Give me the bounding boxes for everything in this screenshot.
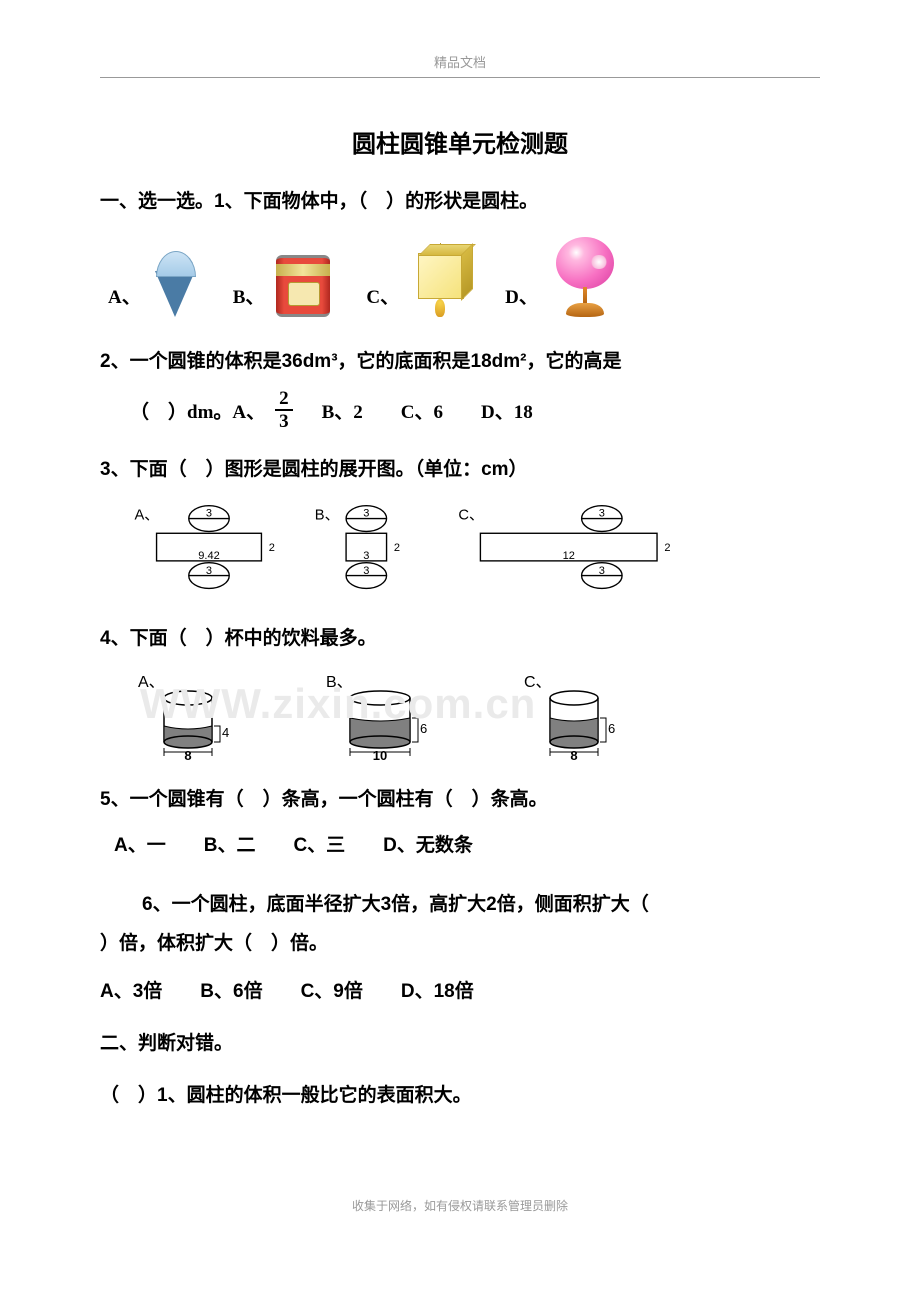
net-a: A、 3 9.42 2 3 [140,502,278,603]
page-header: 精品文档 [100,52,820,78]
q6-options: A、3倍 B、6倍 C、9倍 D、18倍 [100,975,820,1009]
net-b-height: 2 [394,541,400,553]
section2-heading: 二、判断对错。 [100,1027,820,1061]
section1-heading: 一、选一选。 [100,191,214,212]
watermark: WWW.zixin.com.cn [140,680,536,728]
net-a-label: A、 [134,502,159,524]
cup-c-diameter: 8 [570,748,577,760]
net-b-diameter-top: 3 [363,507,369,519]
q1-label-a: A、 [108,282,141,309]
can-icon [276,255,330,317]
q3-nets-row: A、 3 9.42 2 3 B、 3 3 2 [140,502,766,603]
document-title: 圆柱圆锥单元检测题 [100,124,820,159]
fraction-numerator: 2 [275,389,293,411]
lantern-icon [411,243,469,317]
net-b-width: 3 [363,550,369,562]
net-c: C、 3 12 2 3 [464,502,676,603]
q4-text: 4、下面（ ）杯中的饮料最多。 [100,622,820,656]
q5-options: A、一 B、二 C、三 D、无数条 [114,829,820,863]
ice-cream-cone-icon [153,251,197,317]
net-a-height: 2 [269,541,275,553]
net-b: B、 3 3 2 3 [320,502,421,603]
judge-1: （ ）1、圆柱的体积一般比它的表面积大。 [100,1079,820,1113]
net-a-width: 9.42 [198,550,219,562]
fraction-denominator: 3 [275,411,293,431]
cup-c-height: 6 [608,721,615,736]
q6-line1: 6、一个圆柱，底面半径扩大3倍，高扩大2倍，侧面积扩大（ [142,883,820,927]
q1-label-b: B、 [233,282,265,309]
cup-a-diameter: 8 [184,748,191,760]
page-footer: 收集于网络，如有侵权请联系管理员删除 [0,1197,920,1214]
net-a-diameter-bottom: 3 [206,564,212,576]
cup-b-diameter: 10 [373,748,387,760]
net-a-diameter-top: 3 [206,507,212,519]
cup-c: C、 6 8 [536,668,636,765]
q2-prefix: （ ）dm。A、 [130,397,265,424]
q6-line2: ）倍，体积扩大（ ）倍。 [100,927,820,961]
net-c-diameter-top: 3 [599,507,605,519]
fraction: 2 3 [275,389,293,431]
balloon-icon [550,237,620,317]
net-c-height: 2 [664,541,670,553]
q2-line1: 2、一个圆锥的体积是36dm³，它的底面积是18dm²，它的高是 [100,345,820,379]
q1-label-c: C、 [366,282,399,309]
net-c-width: 12 [563,550,575,562]
q2-rest: B、2 C、6 D、18 [303,397,533,424]
section1-heading-and-q1: 一、选一选。1、下面物体中，（ ）的形状是圆柱。 [100,185,820,219]
q1-label-d: D、 [505,282,538,309]
net-b-diameter-bottom: 3 [363,564,369,576]
q1-text: 1、下面物体中，（ ）的形状是圆柱。 [214,191,538,212]
q5-text: 5、一个圆锥有（ ）条高，一个圆柱有（ ）条高。 [100,783,820,817]
net-c-diameter-bottom: 3 [599,564,605,576]
q1-options-row: A、 B、 C、 D、 [100,237,820,317]
net-c-label: C、 [458,502,483,524]
net-b-label: B、 [315,502,340,524]
q2-line2: （ ）dm。A、 2 3 B、2 C、6 D、18 [130,389,820,431]
q3-text: 3、下面（ ）图形是圆柱的展开图。（单位：cm） [100,453,820,487]
